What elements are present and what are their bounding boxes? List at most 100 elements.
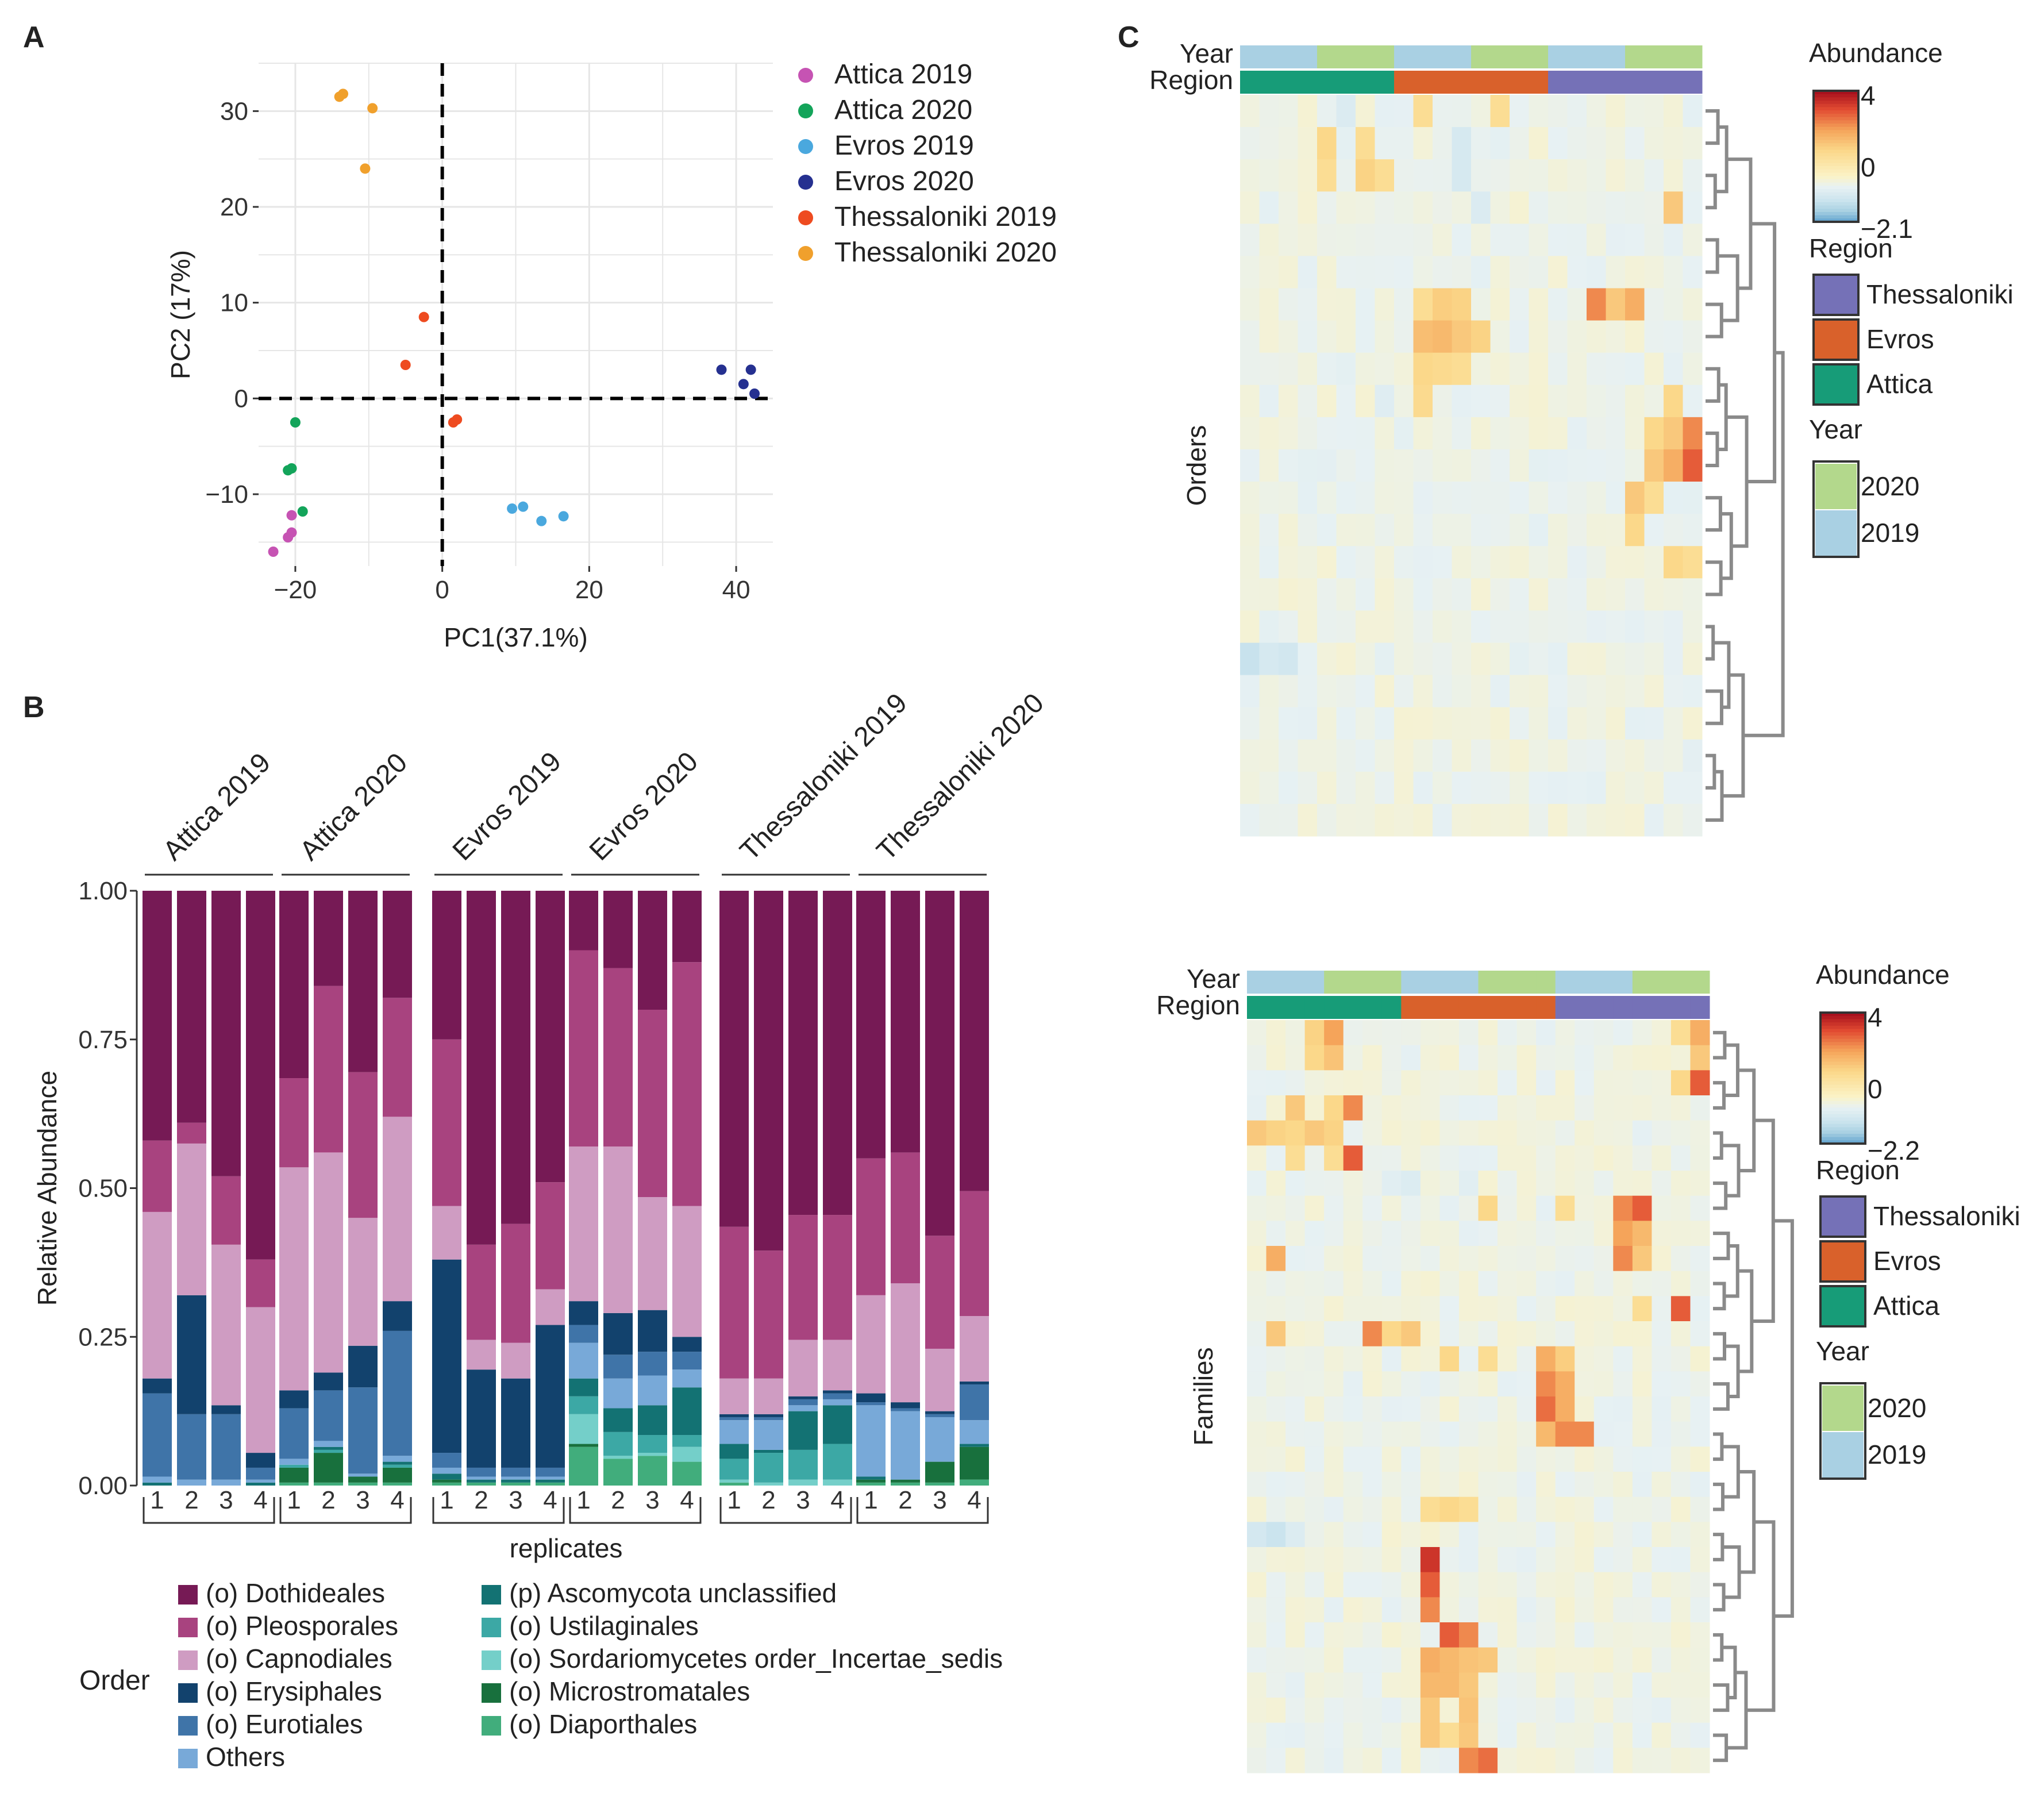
legend-label: (o) Dothideales xyxy=(206,1578,385,1608)
heatmap-cell xyxy=(1555,1748,1575,1773)
heatmap-cell xyxy=(1606,610,1626,643)
bar-segment xyxy=(891,1482,920,1486)
bar-segment xyxy=(432,1259,461,1453)
bar-segment xyxy=(856,1393,886,1403)
heatmap-cell xyxy=(1683,417,1703,450)
heatmap-cell xyxy=(1510,417,1529,450)
bar-segment xyxy=(603,1355,633,1379)
heatmap-cell xyxy=(1452,352,1472,386)
heatmap-cell xyxy=(1420,1547,1440,1573)
colorbar-max-label: 4 xyxy=(1868,1002,1883,1032)
heatmap-cell xyxy=(1439,1722,1460,1748)
heatmap-cell xyxy=(1606,578,1626,611)
heatmap-cell xyxy=(1670,1045,1691,1071)
heatmap-cell xyxy=(1247,1020,1267,1046)
heatmap-cell xyxy=(1536,1547,1556,1573)
heatmap-cell xyxy=(1381,1020,1402,1046)
heatmap-cell xyxy=(1279,256,1298,289)
heatmap-cell xyxy=(1567,127,1587,160)
heatmap-cell xyxy=(1343,1195,1363,1221)
heatmap-cell xyxy=(1683,191,1703,224)
heatmap-cell xyxy=(1439,1346,1460,1372)
heatmap-cell xyxy=(1516,1496,1537,1522)
heatmap-cell xyxy=(1317,546,1337,579)
heatmap-cell xyxy=(1304,1221,1325,1246)
colorbar-segment xyxy=(1820,1045,1865,1049)
region-annotation-cell xyxy=(1625,71,1645,94)
heatmap-cell xyxy=(1632,1421,1652,1447)
heatmap-cell xyxy=(1644,256,1664,289)
heatmap-cell xyxy=(1567,482,1587,514)
legend-marker xyxy=(798,68,813,83)
heatmap-cell xyxy=(1401,1296,1421,1322)
heatmap-cell xyxy=(1285,1045,1306,1071)
heatmap-cell xyxy=(1266,1672,1286,1698)
heatmap-cell xyxy=(1304,1321,1325,1347)
bar-segment xyxy=(246,1307,275,1453)
heatmap-cell xyxy=(1644,288,1664,321)
heatmap-cell xyxy=(1452,707,1472,740)
heatmap-cell xyxy=(1336,642,1356,676)
heatmap-cell xyxy=(1575,1371,1595,1397)
bar-segment xyxy=(432,1467,461,1474)
heatmap-cell xyxy=(1587,546,1606,579)
heatmap-cell xyxy=(1498,1020,1518,1046)
replicate-label: 4 xyxy=(390,1486,404,1514)
heatmap-cell xyxy=(1401,1346,1421,1372)
bar-segment xyxy=(501,891,530,1224)
region-annotation-cell xyxy=(1478,996,1498,1019)
dendrogram-branch xyxy=(1713,1482,1724,1511)
heatmap-cell xyxy=(1259,288,1279,321)
heatmap-cell xyxy=(1317,771,1337,805)
heatmap-cell xyxy=(1394,675,1414,708)
heatmap-cell xyxy=(1304,1371,1325,1397)
year-annotation-cell xyxy=(1420,971,1440,994)
heatmap-cell xyxy=(1516,1748,1537,1773)
heatmap-cell xyxy=(1266,1296,1286,1322)
replicate-label: 3 xyxy=(356,1486,369,1514)
bar-segment xyxy=(719,1226,749,1379)
heatmap-cell xyxy=(1606,127,1626,160)
bar-segment xyxy=(788,1396,818,1399)
heatmap-cell xyxy=(1516,1472,1537,1498)
heatmap-cell xyxy=(1652,1321,1672,1347)
bar-segment xyxy=(467,1479,496,1483)
heatmap-cell xyxy=(1356,771,1375,805)
heatmap-cell xyxy=(1381,1472,1402,1498)
heatmap-cell xyxy=(1247,1446,1267,1472)
heatmap-cell xyxy=(1613,1195,1633,1221)
heatmap-cell xyxy=(1420,1622,1440,1648)
heatmap-cell xyxy=(1498,1195,1518,1221)
heatmap-cell xyxy=(1356,546,1375,579)
bar-segment xyxy=(383,1464,412,1468)
heatmap-cell xyxy=(1356,384,1375,418)
heatmap-cell xyxy=(1632,1622,1652,1648)
heatmap-cell xyxy=(1298,256,1318,289)
heatmap-cell xyxy=(1375,95,1395,128)
bar-segment xyxy=(143,1482,172,1486)
dendrogram-branch xyxy=(1713,1683,1730,1712)
heatmap-cell xyxy=(1593,1145,1614,1171)
heatmap-cell xyxy=(1555,1246,1575,1272)
heatmap-cell xyxy=(1285,1496,1306,1522)
bar-segment xyxy=(314,1446,343,1450)
bar-segment xyxy=(569,1446,598,1486)
heatmap-cell xyxy=(1632,1371,1652,1397)
heatmap-cell xyxy=(1362,1296,1383,1322)
heatmap-cell xyxy=(1575,1346,1595,1372)
heatmap-cell xyxy=(1471,449,1491,482)
bar-segment xyxy=(536,1289,565,1325)
heatmap-cell xyxy=(1356,127,1375,160)
heatmap-cell xyxy=(1683,224,1703,256)
heatmap-cell xyxy=(1381,1622,1402,1648)
heatmap-cell xyxy=(1652,1070,1672,1096)
heatmap-cell xyxy=(1401,1647,1421,1673)
bar-segment xyxy=(925,1348,954,1411)
heatmap-cell xyxy=(1670,1472,1691,1498)
heatmap-cell xyxy=(1413,95,1433,128)
heatmap-cell xyxy=(1259,642,1279,676)
heatmap-cell xyxy=(1266,1221,1286,1246)
heatmap-cell xyxy=(1401,1446,1421,1472)
heatmap-cell xyxy=(1613,1396,1633,1422)
heatmap-cell xyxy=(1247,1722,1267,1748)
